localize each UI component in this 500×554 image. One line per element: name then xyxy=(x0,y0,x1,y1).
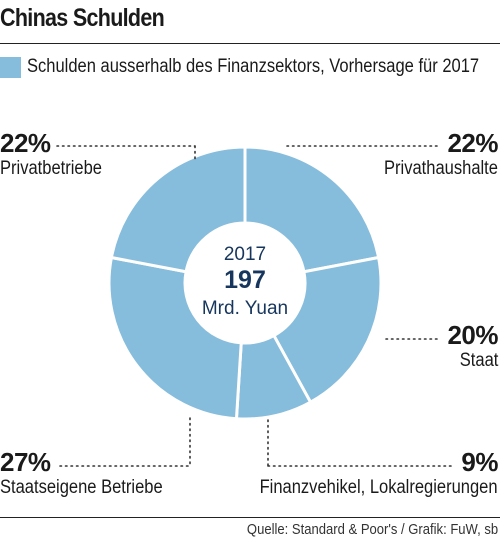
slice-label-privatbetriebe: Privatbetriebe xyxy=(0,158,102,179)
legend: Schulden ausserhalb des Finanzsektors, V… xyxy=(0,54,500,80)
slice-privathaushalte xyxy=(243,145,381,274)
value-label-finanzvehikel: 9% xyxy=(461,447,498,477)
donut-chart xyxy=(56,145,453,467)
slice-staat xyxy=(271,255,383,405)
value-label-staat: 20% xyxy=(447,320,498,350)
slice-label-staat: Staat xyxy=(459,350,498,371)
slice-label-privathaushalte: Privathaushalte xyxy=(384,158,498,179)
slice-label-finanzvehikel: Finanzvehikel, Lokalregierungen xyxy=(260,477,498,498)
center-unit: Mrd. Yuan xyxy=(201,298,289,319)
legend-label: Schulden ausserhalb des Finanzsektors, V… xyxy=(27,56,480,77)
donut-slices xyxy=(107,145,383,421)
slice-staatseigene xyxy=(107,255,243,421)
chart-title: Chinas Schulden xyxy=(0,4,165,32)
slice-privatbetriebe xyxy=(109,145,247,274)
slice-label-staatseigene: Staatseigene Betriebe xyxy=(0,477,163,498)
value-label-privathaushalte: 22% xyxy=(447,128,498,158)
legend-swatch xyxy=(0,56,21,78)
value-label-privatbetriebe: 22% xyxy=(0,128,51,158)
center-value: 197 xyxy=(224,266,266,294)
leader-lines xyxy=(56,145,453,467)
center-year: 2017 xyxy=(223,244,267,265)
title-divider xyxy=(0,43,500,44)
footer-divider xyxy=(0,517,500,518)
source-note: Quelle: Standard & Poor's / Grafik: FuW,… xyxy=(246,522,498,538)
value-label-staatseigene: 27% xyxy=(0,447,51,477)
